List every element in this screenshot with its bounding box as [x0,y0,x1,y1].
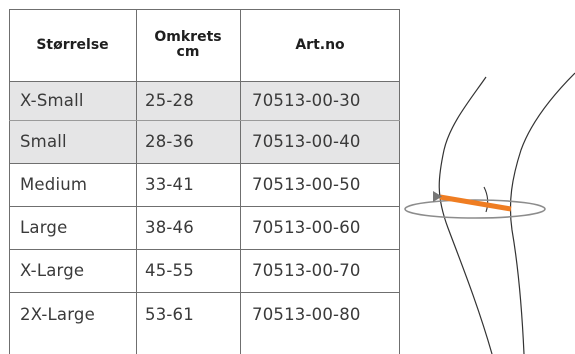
table-row-art-no: 70513-00-50 [240,163,400,206]
circumference-value: 25-28 [145,91,194,110]
header-art-no-label: Art.no [295,36,345,53]
table-row-circumference: 53-61 [136,292,240,337]
table-outer-left-border [9,9,10,354]
table-row-size: X-Large [9,249,136,292]
size-label: Medium [20,175,88,194]
table-row-circumference: 45-55 [136,249,240,292]
table-row-circumference: 33-41 [136,163,240,206]
table-column-divider [240,9,241,354]
circumference-value: 33-41 [145,175,194,194]
table-row-circumference: 28-36 [136,120,240,163]
art-no-value: 70513-00-50 [252,175,361,194]
leg-outline-left-icon [438,76,493,354]
table-row-size: X-Small [9,81,136,120]
table-row-size: 2X-Large [9,292,136,337]
table-row-art-no: 70513-00-40 [240,120,400,163]
header-circumference-line2: cm [176,44,200,60]
table-row-art-no: 70513-00-80 [240,292,400,337]
circumference-value: 38-46 [145,218,194,237]
table-row-divider [9,120,400,121]
table-row-circumference: 25-28 [136,81,240,120]
size-table: Størrelse Omkrets cm Art.no X-Small 25-2… [9,9,400,354]
circumference-value: 28-36 [145,132,194,151]
table-row-circumference: 38-46 [136,206,240,249]
arrow-pointer-icon [433,191,442,202]
table-row-art-no: 70513-00-70 [240,249,400,292]
size-label: X-Large [20,261,85,280]
header-circumference: Omkrets cm [136,9,240,81]
circumference-value: 53-61 [145,305,194,324]
header-size-label: Størrelse [36,36,109,53]
header-art-no: Art.no [240,9,400,81]
table-row-size: Large [9,206,136,249]
table-row-art-no: 70513-00-30 [240,81,400,120]
size-label: 2X-Large [20,305,95,324]
size-label: Large [20,218,68,237]
art-no-value: 70513-00-70 [252,261,361,280]
knee-measurement-icon [404,72,575,354]
table-outer-right-border [399,9,400,354]
table-top-border [9,9,400,10]
table-row-divider [9,163,400,164]
measuring-tape-icon [439,194,512,212]
table-row-divider [9,249,400,250]
art-no-value: 70513-00-60 [252,218,361,237]
table-column-divider [136,9,137,354]
measuring-ring-icon [404,199,546,219]
circumference-value: 45-55 [145,261,194,280]
table-row-art-no: 70513-00-60 [240,206,400,249]
table-header-divider [9,81,400,82]
header-circumference-line1: Omkrets [154,29,222,45]
table-row-size: Medium [9,163,136,206]
header-size: Størrelse [9,9,136,81]
leg-outline-right-icon [509,72,575,354]
size-label: Small [20,132,67,151]
kneecap-icon [483,186,489,213]
art-no-value: 70513-00-80 [252,305,361,324]
size-label: X-Small [20,91,84,110]
art-no-value: 70513-00-40 [252,132,361,151]
table-row-divider [9,292,400,293]
art-no-value: 70513-00-30 [252,91,361,110]
table-row-divider [9,206,400,207]
table-row-size: Small [9,120,136,163]
